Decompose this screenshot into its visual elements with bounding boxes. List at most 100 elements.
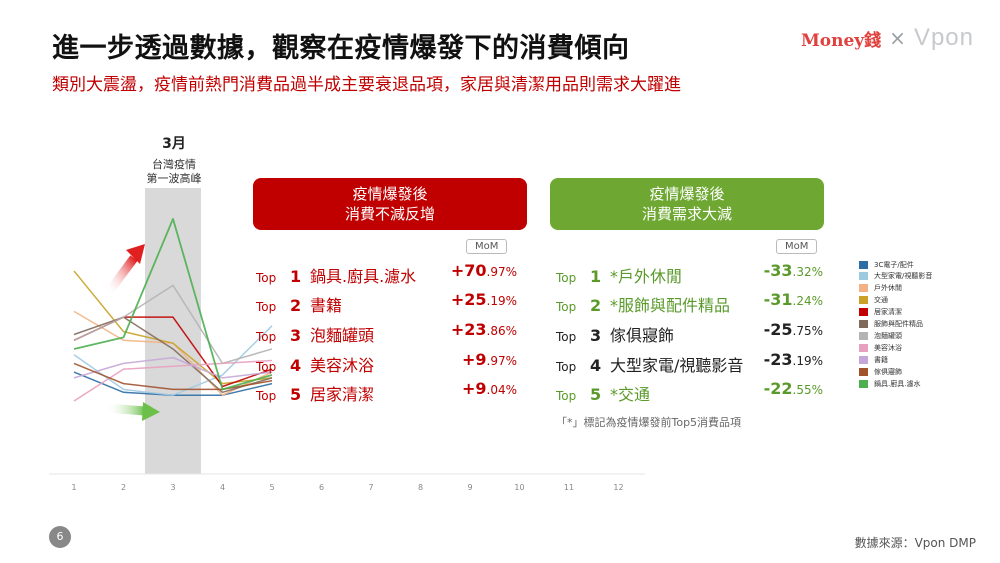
mom-value-decimal: .55% [792, 383, 824, 397]
mom-value-decimal: .19% [792, 354, 824, 368]
increase-row: Top 1 鍋具.廚具.濾水 [256, 263, 416, 287]
series-line [73, 217, 273, 391]
mom-value: +9.04% [417, 379, 517, 398]
mom-value-decimal: .86% [486, 324, 518, 338]
mom-value: -33.32% [723, 261, 823, 280]
legend-item: 3C電子/配件 [859, 259, 914, 270]
rank-number: 1 [590, 267, 602, 286]
decrease-row: Top 5 *交通 [556, 381, 650, 405]
decrease-header-card: 疫情爆發後 消費需求大減 [550, 178, 824, 230]
rank-number: 2 [290, 296, 302, 315]
increase-header-line1: 疫情爆發後 [352, 185, 428, 203]
legend-label: 3C電子/配件 [874, 260, 914, 269]
decrease-row: Top 1 *戶外休閒 [556, 263, 682, 287]
data-source: 數據來源：Vpon DMP [854, 536, 976, 550]
x-tick-label: 3 [170, 483, 175, 492]
mom-value: +25.19% [417, 290, 517, 309]
rank-top-label: Top [556, 300, 577, 314]
rank-top-label: Top [556, 389, 577, 403]
mom-value-main: -33 [763, 261, 793, 280]
legend-swatch [859, 296, 868, 305]
legend-item: 鍋具.廚具.濾水 [859, 378, 920, 389]
legend-label: 交通 [874, 296, 888, 305]
mom-value: +70.97% [417, 261, 517, 280]
legend-label: 大型家電/視聽影音 [874, 272, 933, 281]
x-tick-label: 9 [467, 483, 472, 492]
rank-top-label: Top [256, 389, 277, 403]
mom-value-decimal: .24% [792, 294, 824, 308]
mom-value-main: -25 [763, 320, 793, 339]
highlight-month-note: 台灣疫情 第一波高峰 [118, 158, 230, 186]
money-logo: Money錢 [800, 30, 882, 51]
rank-number: 5 [290, 385, 302, 404]
legend-swatch [859, 308, 868, 317]
x-tick-label: 5 [269, 483, 274, 492]
mom-value-decimal: .19% [486, 294, 518, 308]
legend-label: 鍋具.廚具.濾水 [874, 379, 921, 388]
legend-swatch [859, 272, 868, 281]
legend-swatch [859, 355, 868, 364]
legend-label: 服飾與配件精品 [874, 320, 923, 328]
legend-label: 戶外休閒 [874, 284, 902, 293]
mom-value-main: +25 [450, 290, 487, 309]
x-tick-label: 10 [514, 483, 524, 492]
legend-label: 傢俱寢飾 [874, 367, 902, 376]
footnote: 「*」標記為疫情爆發前Top5消費品項 [556, 416, 742, 429]
category-name: *服飾與配件精品 [610, 296, 731, 315]
category-name: 泡麵罐頭 [310, 326, 375, 345]
category-name: 鍋具.廚具.濾水 [310, 267, 417, 286]
mom-value-main: -23 [763, 350, 793, 369]
increase-row: Top 2 書籍 [256, 292, 342, 316]
mom-badge-left: MoM [466, 239, 508, 254]
category-name: *戶外休閒 [610, 267, 683, 286]
x-tick-label: 11 [564, 483, 574, 492]
mom-value-main: -22 [763, 379, 793, 398]
mom-value-decimal: .75% [792, 324, 824, 338]
increase-header-line2: 消費不減反增 [344, 205, 435, 223]
decrease-row: Top 4 大型家電/視聽影音 [556, 352, 743, 376]
rank-top-label: Top [556, 271, 577, 285]
legend-label: 居家清潔 [874, 308, 902, 317]
plot-area [49, 188, 645, 475]
logo-separator: × [889, 26, 906, 50]
legend-item: 居家清潔 [859, 307, 902, 318]
legend-swatch [859, 284, 868, 293]
category-name: *交通 [610, 385, 651, 404]
legend-item: 服飾與配件精品 [859, 319, 923, 330]
highlight-month-label: 3月 [162, 136, 186, 152]
rank-number: 2 [590, 296, 602, 315]
vpon-logo: Vpon [913, 24, 974, 51]
up-trend-arrow [104, 244, 145, 296]
mom-value: -23.19% [723, 350, 823, 369]
mom-value-main: +9 [461, 379, 487, 398]
legend-item: 戶外休閒 [859, 283, 902, 294]
x-tick-label: 12 [613, 483, 623, 492]
legend-item: 書籍 [859, 354, 888, 365]
legend-item: 傢俱寢飾 [859, 366, 902, 377]
series-layer [73, 217, 273, 402]
mom-value-decimal: .32% [792, 265, 824, 279]
rank-number: 1 [290, 267, 302, 286]
mom-value-main: -31 [763, 290, 793, 309]
series-line [73, 359, 273, 402]
rank-top-label: Top [556, 330, 577, 344]
increase-row: Top 4 美容沐浴 [256, 352, 374, 376]
page-subtitle: 類別大震盪，疫情前熱門消費品過半成主要衰退品項，家居與清潔用品則需求大躍進 [52, 75, 681, 95]
rank-top-label: Top [556, 360, 577, 374]
highlight-band [145, 188, 201, 474]
x-tick-label: 7 [368, 483, 373, 492]
category-name: 傢俱寢飾 [610, 326, 675, 345]
decrease-row: Top 2 *服飾與配件精品 [556, 292, 730, 316]
rank-number: 5 [590, 385, 602, 404]
mom-value: -31.24% [723, 290, 823, 309]
mom-value-main: +9 [461, 350, 487, 369]
legend-item: 美容沐浴 [859, 342, 902, 353]
increase-header-card: 疫情爆發後 消費不減反增 [253, 178, 527, 230]
legend-swatch [859, 260, 868, 269]
mom-value-main: +23 [450, 320, 487, 339]
category-name: 大型家電/視聽影音 [610, 356, 744, 375]
legend-label: 美容沐浴 [874, 343, 902, 352]
page-title: 進一步透過數據，觀察在疫情爆發下的消費傾向 [52, 33, 630, 64]
category-name: 居家清潔 [310, 385, 375, 404]
